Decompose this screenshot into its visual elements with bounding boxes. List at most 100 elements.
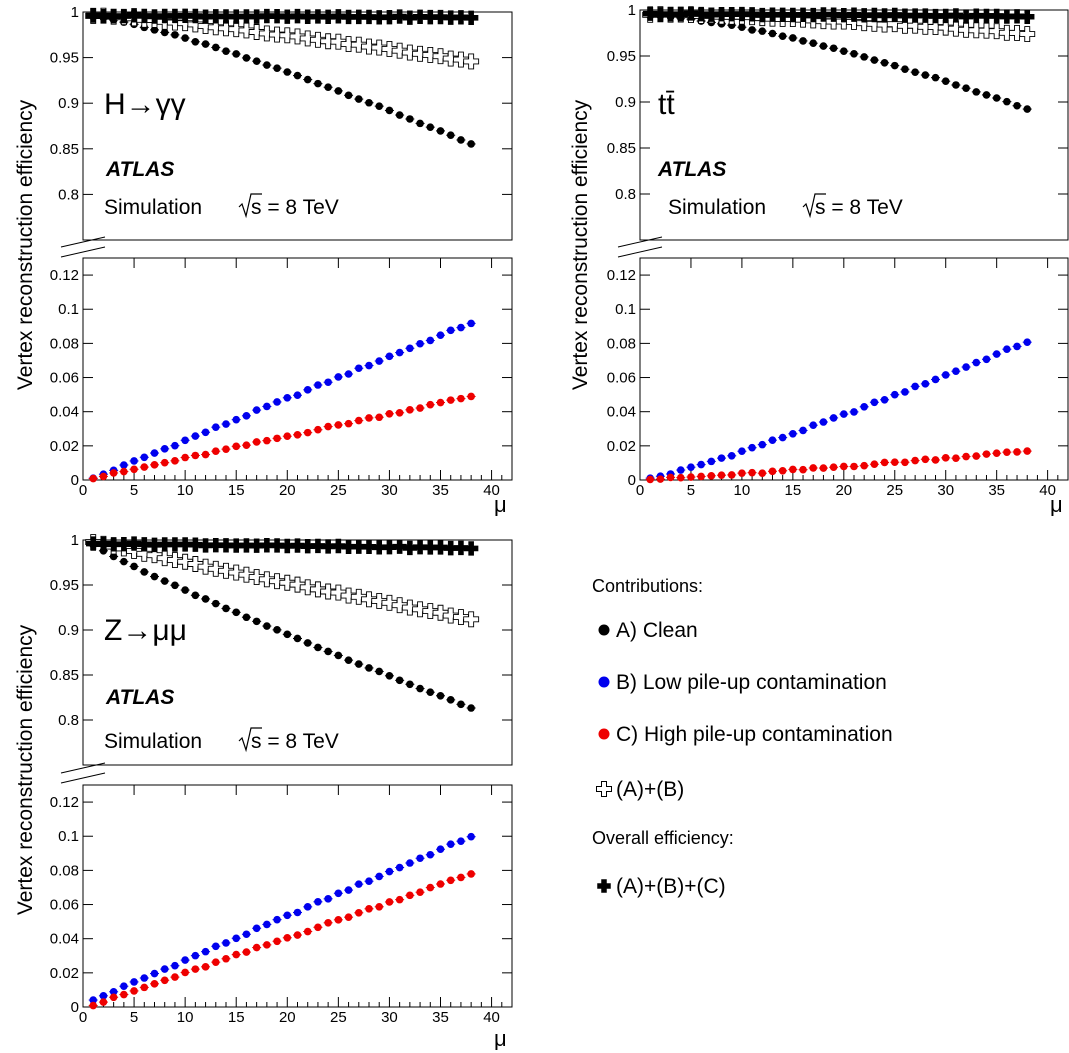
data-point: [160, 458, 169, 467]
data-point: [371, 592, 388, 609]
data-point: [334, 421, 343, 429]
data-point: [683, 6, 699, 21]
data-point: [207, 560, 224, 577]
data-point: [962, 84, 970, 93]
data-point: [283, 911, 292, 920]
data-point: [1013, 101, 1021, 110]
data-point: [860, 461, 868, 470]
data-point: [157, 537, 172, 552]
series-high-pileup: [88, 392, 476, 483]
data-point: [228, 21, 245, 38]
data-point: [911, 68, 919, 76]
y-tick-label: 0.9: [58, 95, 79, 112]
data-point: [446, 876, 455, 885]
data-point: [280, 538, 295, 554]
data-point: [992, 94, 1001, 102]
series-a-plus-b-plus-c: [642, 6, 1035, 24]
data-point: [273, 937, 281, 946]
data-point: [280, 9, 295, 24]
data-point: [167, 8, 183, 24]
data-point: [856, 8, 872, 23]
x-tick-label: 35: [988, 482, 1005, 499]
data-point: [687, 463, 695, 471]
data-point: [150, 449, 159, 457]
data-point: [432, 48, 449, 65]
data-point: [320, 583, 337, 600]
svg-text:Vertex reconstruction efficien: Vertex reconstruction efficiency: [14, 99, 37, 390]
data-point: [446, 840, 455, 848]
data-point: [789, 465, 797, 474]
data-point: [707, 472, 716, 480]
x-axis-label: μ: [494, 492, 507, 517]
data-point: [354, 880, 363, 888]
data-point: [249, 538, 264, 553]
data-point: [344, 913, 353, 921]
data-point: [106, 8, 121, 24]
data-point: [160, 28, 169, 37]
data-point: [140, 974, 149, 982]
data-point: [676, 473, 685, 482]
data-point: [344, 370, 353, 378]
data-point: [416, 339, 424, 348]
data-point: [907, 17, 924, 34]
data-point: [211, 958, 220, 966]
data-point: [395, 111, 404, 119]
data-point: [697, 460, 705, 469]
data-point: [248, 24, 265, 40]
data-point: [191, 965, 200, 973]
legend-overall-title: Overall efficiency:: [592, 828, 734, 848]
data-point: [242, 54, 251, 62]
data-point: [931, 456, 940, 464]
data-point: [927, 19, 944, 35]
data-point: [218, 20, 234, 37]
y-tick-label: 0.85: [607, 140, 636, 157]
data-point: [416, 404, 424, 412]
data-point: [401, 599, 418, 616]
data-point: [331, 538, 346, 554]
data-point: [150, 461, 159, 469]
data-point: [375, 102, 384, 110]
data-point: [391, 597, 408, 614]
data-point: [289, 576, 306, 593]
data-point: [436, 691, 445, 700]
data-point: [436, 127, 445, 135]
panel-h-gammagamma: 0 5 10 15 20 25 30 35 40 1 0.95 0.9 0.85 0.8 0 0.02 0.04…: [14, 4, 513, 517]
data-point: [232, 950, 241, 959]
data-point: [890, 61, 899, 70]
data-point: [937, 19, 954, 36]
data-point: [422, 47, 439, 63]
data-point: [201, 40, 210, 48]
data-point: [809, 421, 818, 429]
data-point: [222, 939, 230, 947]
data-point: [789, 34, 797, 42]
data-point: [263, 920, 271, 929]
data-point: [283, 393, 292, 402]
data-point: [109, 552, 118, 561]
data-point: [446, 326, 455, 335]
data-point: [181, 968, 189, 977]
y-tick-label: 0.06: [50, 370, 79, 387]
data-point: [406, 859, 414, 867]
data-point: [646, 475, 654, 484]
data-point: [901, 458, 909, 467]
axis-break-mark: [617, 236, 663, 258]
data-point: [365, 414, 373, 422]
data-point: [778, 433, 787, 442]
y-tick-label: 0.02: [607, 438, 636, 455]
data-point: [150, 572, 159, 581]
data-point: [279, 27, 296, 44]
data-point: [952, 454, 960, 462]
data-point: [453, 540, 469, 556]
data-point: [350, 36, 367, 53]
data-point: [361, 539, 377, 555]
data-point: [263, 622, 271, 630]
data-point: [232, 442, 241, 451]
data-point: [785, 7, 801, 23]
data-point: [293, 634, 302, 643]
y-tick-label: 0.8: [615, 186, 636, 203]
svg-text:(A)+(B)+(C): (A)+(B)+(C): [616, 875, 726, 898]
series-a-plus-b-plus-c: [86, 8, 479, 25]
data-point: [120, 557, 128, 566]
x-tick-label: 25: [330, 482, 347, 499]
